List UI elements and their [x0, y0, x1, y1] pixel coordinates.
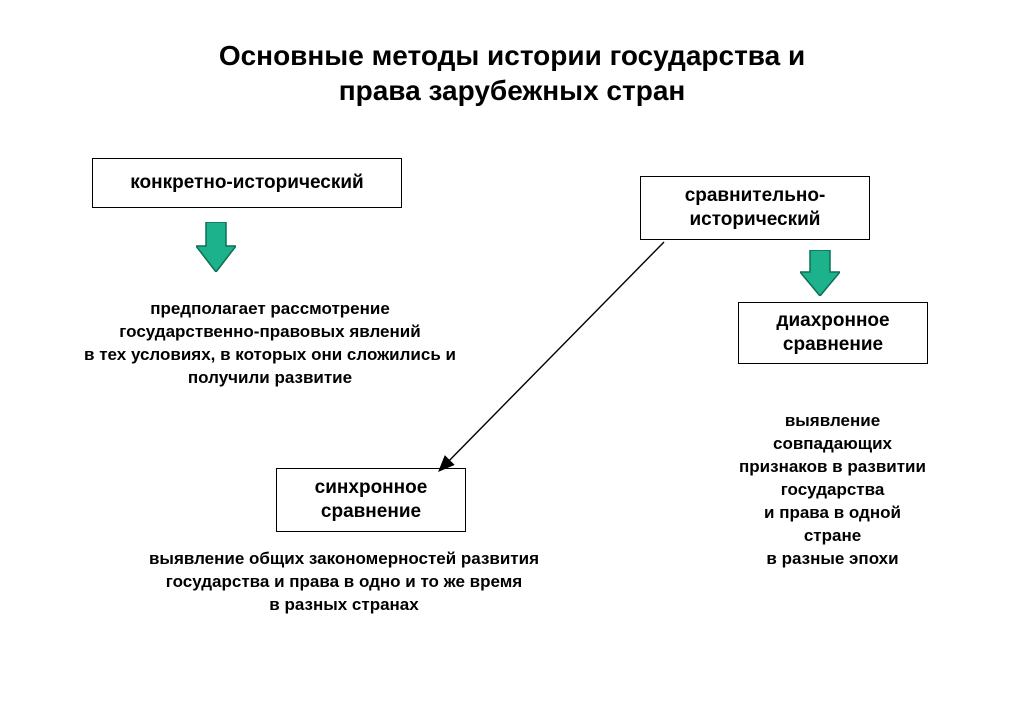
- line-arrow-icon: [440, 242, 664, 470]
- connector-arrow: [0, 0, 1024, 708]
